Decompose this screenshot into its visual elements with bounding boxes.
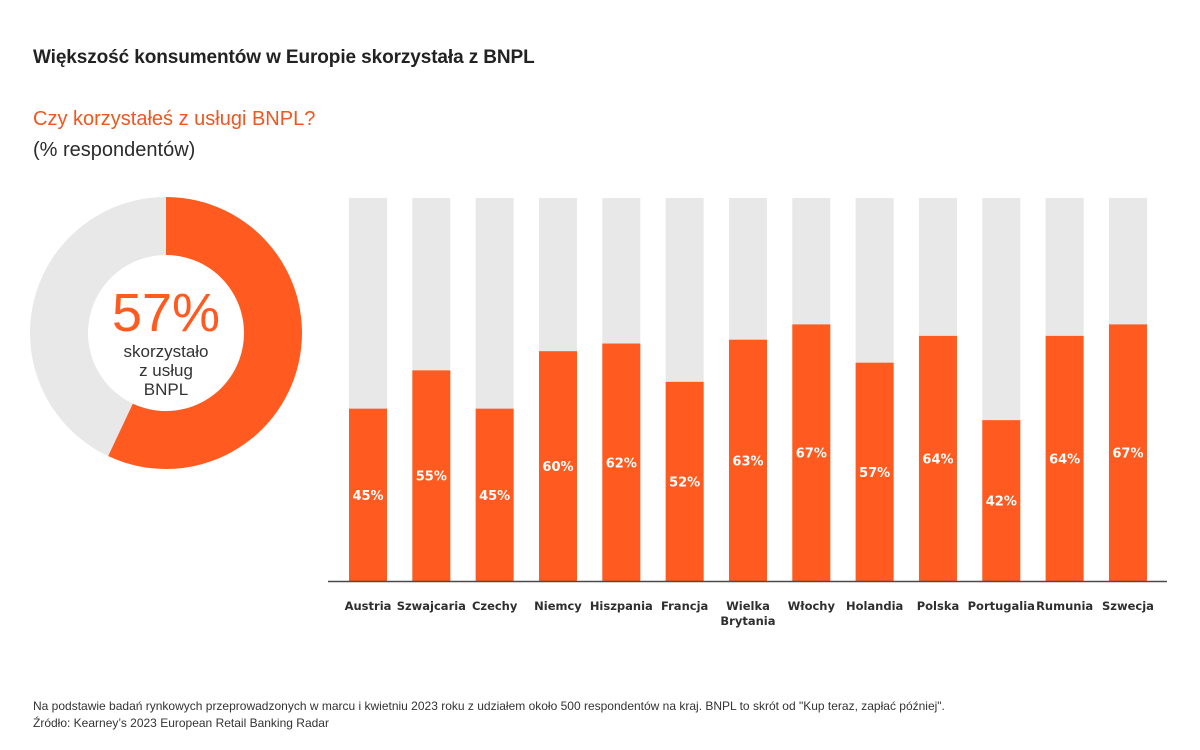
bar [792,324,831,581]
bar-value-label: 67% [1112,447,1143,462]
category-label: Szwajcaria [397,599,466,613]
bar-value-label: 67% [796,447,827,462]
footnote: Na podstawie badań rynkowych przeprowadz… [33,698,945,732]
bar [855,362,894,581]
bar-value-label: 52% [669,475,700,490]
bar-value-label: 60% [542,460,573,475]
category-label: Austria [345,599,392,613]
bar-value-label: 55% [416,470,447,485]
category-label: Wielka [726,599,770,613]
bar [412,370,451,581]
donut-slice-not-used [29,197,166,457]
bar [728,339,767,581]
donut-slice-used [108,197,302,470]
category-label: Polska [917,599,960,613]
donut-center-value: 57% [112,283,220,343]
bar-value-label: 45% [479,489,510,504]
category-label: Francja [661,599,708,613]
bar [1045,335,1084,581]
donut-center-label: skorzystało [123,342,208,361]
chart-title: Większość konsumentów w Europie skorzyst… [33,47,535,68]
chart-unit: (% respondentów) [33,139,196,161]
bar [982,420,1021,581]
category-label: Rumunia [1036,599,1093,613]
bar-value-label: 63% [732,454,763,469]
bar [475,408,514,581]
category-label: Szwecja [1102,599,1154,613]
chart-question: Czy korzystałeś z usługi BNPL? [33,108,316,130]
bar-chart: 45% Austria 55% Szwajcaria 45% Czechy 60% Niemc… [328,198,1167,628]
footnote-source: Źródło: Kearney’s 2023 European Retail B… [33,716,329,730]
category-label: Holandia [846,599,903,613]
category-label: Hiszpania [590,599,653,613]
bar [665,381,704,581]
category-label: Czechy [472,599,518,613]
category-label: Włochy [788,599,836,613]
bar [538,351,577,581]
footnote-methodology: Na podstawie badań rynkowych przeprowadz… [33,699,945,713]
category-label: Brytania [720,614,775,628]
bar-value-label: 45% [352,489,383,504]
category-label: Niemcy [534,599,582,613]
donut-center-label: BNPL [144,380,188,399]
category-label: Portugalia [968,599,1035,613]
bar-value-label: 64% [1049,452,1080,467]
bar-value-label: 64% [922,452,953,467]
bar-value-label: 62% [606,456,637,471]
bar [918,335,957,581]
bar [602,343,641,581]
bar-value-label: 42% [986,495,1017,510]
bar [349,408,387,581]
donut-center-label: z usług [139,361,193,380]
bar [1108,324,1147,581]
bar-value-label: 57% [859,466,890,481]
